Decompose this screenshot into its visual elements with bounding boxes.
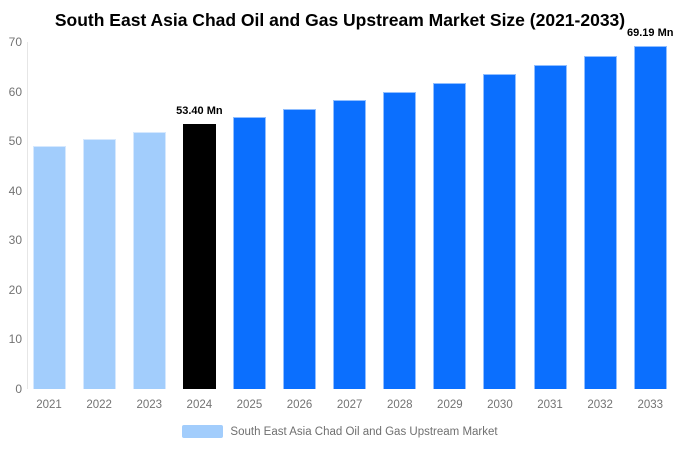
x-axis-label-2031: 2031	[537, 399, 563, 411]
bar-2027[interactable]	[333, 100, 367, 389]
bar-value-label-2024: 53.40 Mn	[176, 105, 223, 118]
x-axis-label-2022: 2022	[86, 399, 112, 411]
bar-2023[interactable]	[132, 131, 166, 389]
x-axis-label-2021: 2021	[36, 399, 62, 411]
y-axis-tick-label: 70	[8, 35, 22, 49]
bar-2033[interactable]	[633, 46, 667, 389]
y-axis-tick-label: 0	[15, 382, 22, 396]
bar-2032[interactable]	[583, 55, 617, 389]
y-axis-tick-label: 20	[8, 282, 22, 297]
chart-title: South East Asia Chad Oil and Gas Upstrea…	[54, 10, 626, 30]
bar-value-label-2033: 69.19 Mn	[627, 27, 674, 39]
bar-2029[interactable]	[433, 83, 467, 389]
x-axis-label-2030: 2030	[487, 399, 513, 411]
y-axis-line	[27, 42, 28, 389]
bar-2025[interactable]	[232, 116, 266, 389]
x-axis-label-2033: 2033	[637, 399, 664, 411]
x-axis-label-2024: 2024	[186, 399, 213, 411]
x-axis-label-2027: 2027	[336, 399, 363, 411]
x-axis-label-2025: 2025	[236, 399, 263, 411]
x-axis-label-2032: 2032	[587, 399, 613, 411]
y-axis-tick-label: 10	[8, 332, 22, 347]
y-axis-tick-label: 40	[8, 183, 22, 198]
x-axis-label-2029: 2029	[437, 399, 463, 411]
bar-2028[interactable]	[383, 91, 417, 389]
x-axis-label-2023: 2023	[136, 399, 163, 411]
y-axis-tick-label: 50	[8, 134, 22, 149]
bar-2022[interactable]	[82, 139, 116, 389]
y-axis-tick-label: 60	[8, 84, 22, 99]
x-axis-label-2026: 2026	[286, 399, 313, 411]
bar-2031[interactable]	[533, 65, 567, 389]
x-axis-label-2028: 2028	[386, 399, 413, 411]
legend-item[interactable]: South East Asia Chad Oil and Gas Upstrea…	[0, 425, 680, 438]
legend-label: South East Asia Chad Oil and Gas Upstrea…	[230, 425, 498, 438]
bar-2021[interactable]	[32, 146, 66, 389]
bar-2026[interactable]	[283, 108, 317, 389]
bar-2030[interactable]	[483, 74, 517, 389]
bar-2024[interactable]	[182, 124, 216, 389]
y-axis-tick-label: 30	[8, 233, 22, 248]
legend-swatch	[182, 425, 224, 438]
